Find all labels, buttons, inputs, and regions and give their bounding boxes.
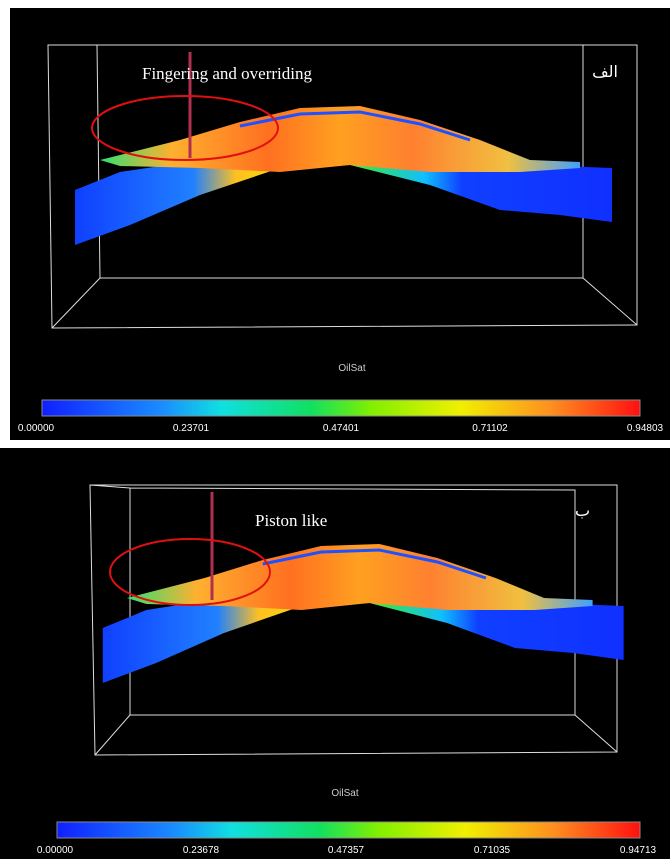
colorbar-tick: 0.71102 [472, 423, 508, 434]
colorbar-tick: 0.47357 [328, 845, 365, 856]
colorbar-tick: 0.47401 [323, 423, 360, 434]
colorbar-tick: 0.00000 [37, 845, 74, 856]
colorbar-title: OilSat [338, 363, 365, 374]
colorbar-tick: 0.00000 [18, 423, 55, 434]
colorbar-tick: 0.94803 [627, 423, 664, 434]
colorbar [57, 822, 640, 838]
colorbar-tick: 0.23678 [183, 845, 220, 856]
colorbar-title: OilSat [331, 788, 358, 799]
annotation: Piston like [255, 511, 327, 530]
colorbar [42, 400, 640, 416]
colorbar-tick: 0.94713 [620, 845, 657, 856]
panel-label: الف [592, 62, 618, 81]
colorbar-tick: 0.23701 [173, 423, 210, 434]
panel-label: ب [575, 501, 590, 520]
colorbar-tick: 0.71035 [474, 845, 511, 856]
figure: Fingering and overriding الف OilSat 0.00… [0, 0, 670, 859]
annotation: Fingering and overriding [142, 64, 312, 83]
